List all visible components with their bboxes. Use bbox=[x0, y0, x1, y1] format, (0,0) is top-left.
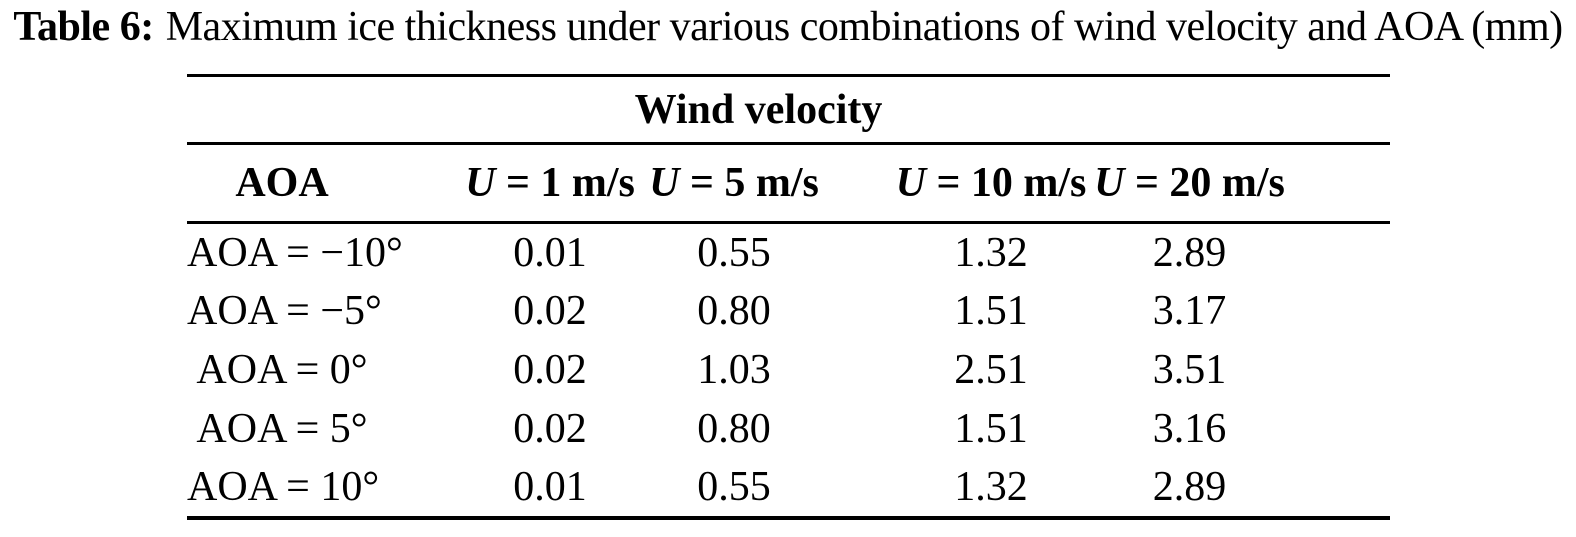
column-header-u10-rest: = 10 m/s bbox=[925, 160, 1087, 206]
column-header-u1-rest: = 1 m/s bbox=[495, 160, 635, 206]
row-label: AOA = −10° bbox=[187, 229, 403, 276]
column-header-u10: U = 10 m/s bbox=[863, 143, 1089, 224]
table-row: AOA = 10° 0.01 0.55 1.32 2.89 bbox=[187, 459, 1390, 518]
cell-value: 3.17 bbox=[1152, 288, 1227, 334]
u-symbol: U bbox=[895, 160, 926, 206]
cell-value: 3.51 bbox=[1152, 347, 1227, 393]
cell-value: 0.55 bbox=[697, 464, 771, 510]
cell-value: 0.02 bbox=[513, 406, 587, 452]
table-row: AOA = 5° 0.02 0.80 1.51 3.16 bbox=[187, 400, 1390, 459]
table-row: AOA = −10° 0.01 0.55 1.32 2.89 bbox=[187, 223, 1390, 282]
column-header-aoa: AOA bbox=[187, 143, 417, 224]
column-header-u20-rest: = 20 m/s bbox=[1124, 160, 1285, 206]
row-label: AOA = 0° bbox=[196, 347, 368, 393]
row-label: AOA = 10° bbox=[187, 464, 380, 510]
u-symbol: U bbox=[649, 160, 680, 206]
cell-value: 2.89 bbox=[1152, 229, 1227, 276]
cell-value: 2.89 bbox=[1152, 464, 1227, 510]
cell-value: 0.02 bbox=[513, 347, 587, 393]
cell-value: 1.03 bbox=[697, 347, 771, 393]
cell-value: 1.51 bbox=[954, 406, 1028, 452]
u-symbol: U bbox=[465, 160, 496, 206]
cell-value: 0.01 bbox=[513, 464, 587, 510]
table-caption: Table 6: Maximum ice thickness under vari… bbox=[0, 2, 1576, 52]
column-header-u20: U = 20 m/s bbox=[1089, 143, 1390, 224]
ice-thickness-table: Wind velocity AOA U = 1 m/s U = 5 m/s U … bbox=[187, 74, 1390, 520]
column-header-u5-rest: = 5 m/s bbox=[679, 160, 819, 206]
caption-text: Maximum ice thickness under various comb… bbox=[165, 4, 1563, 50]
column-header-row: AOA U = 1 m/s U = 5 m/s U = 10 m/s U = 2… bbox=[187, 143, 1390, 224]
cell-value: 0.55 bbox=[697, 229, 771, 276]
span-header-row: Wind velocity bbox=[187, 75, 1390, 145]
cell-value: 1.32 bbox=[954, 464, 1028, 510]
cell-value: 3.16 bbox=[1152, 406, 1227, 452]
column-header-u5: U = 5 m/s bbox=[643, 143, 863, 224]
table-row: AOA = −5° 0.02 0.80 1.51 3.17 bbox=[187, 282, 1390, 341]
column-header-u1: U = 1 m/s bbox=[417, 143, 643, 224]
row-label: AOA = 5° bbox=[196, 406, 368, 452]
u-symbol: U bbox=[1094, 160, 1125, 206]
cell-value: 0.80 bbox=[697, 288, 771, 334]
span-header-wind-velocity: Wind velocity bbox=[187, 75, 1390, 145]
cell-value: 0.02 bbox=[513, 288, 587, 334]
caption-label: Table 6: bbox=[13, 4, 154, 50]
cell-value: 0.80 bbox=[697, 406, 771, 452]
cell-value: 1.51 bbox=[954, 288, 1028, 334]
row-label: AOA = −5° bbox=[187, 288, 382, 334]
cell-value: 2.51 bbox=[954, 347, 1028, 393]
table-row: AOA = 0° 0.02 1.03 2.51 3.51 bbox=[187, 341, 1390, 400]
cell-value: 0.01 bbox=[513, 229, 587, 276]
cell-value: 1.32 bbox=[954, 229, 1028, 276]
